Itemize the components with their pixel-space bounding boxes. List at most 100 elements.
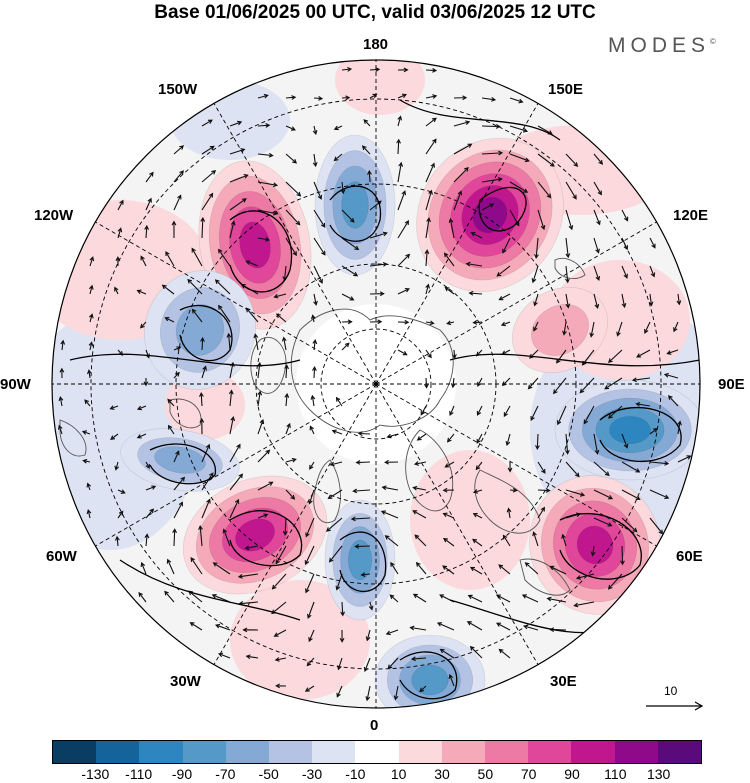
wind-vector (138, 591, 147, 603)
wind-vector (535, 433, 540, 451)
meridian-line (375, 383, 663, 550)
wind-vector (593, 209, 601, 226)
lon-label-30e: 30E (550, 673, 577, 690)
colorbar-tick-label: 110 (604, 766, 627, 782)
wind-vector (304, 545, 315, 566)
cell-neg-west-europe-contour (411, 664, 449, 696)
wind-vector (583, 405, 595, 425)
wind-vector (562, 321, 567, 336)
wind-vector (82, 458, 91, 464)
wind-vector (333, 125, 343, 131)
cell-pos-central-asia-contour (531, 304, 589, 356)
meridian-line (89, 218, 377, 385)
wind-vector (57, 424, 63, 435)
wind-vector (498, 564, 511, 575)
wind-vectors (57, 66, 692, 702)
wind-vector (593, 237, 600, 254)
lon-label-60e: 60E (676, 548, 703, 565)
wind-vector (226, 332, 232, 351)
wind-vector (275, 683, 287, 689)
map-title: Base 01/06/2025 00 UTC, valid 03/06/2025… (154, 2, 596, 23)
wind-vector (446, 320, 455, 326)
wind-vector (501, 377, 511, 387)
wind-vector (573, 601, 595, 608)
wind-vector (495, 622, 511, 631)
wind-vector (470, 231, 483, 239)
wind-vector (201, 170, 217, 183)
wind-vector (189, 622, 203, 631)
wind-vector (397, 161, 404, 183)
wind-vector (593, 489, 614, 500)
wind-vector (218, 304, 231, 323)
wind-vector (472, 538, 483, 547)
wind-vector (495, 594, 511, 603)
wind-vector (425, 162, 435, 183)
colorbar-tick-label: -30 (301, 766, 323, 782)
wind-vector (621, 293, 627, 309)
wind-vector (88, 313, 94, 323)
wind-vector (312, 125, 318, 136)
wind-vector (621, 517, 638, 533)
wind-vector (423, 377, 429, 389)
wind-vector (143, 377, 149, 387)
wind-vector (245, 307, 259, 323)
wind-vector (140, 561, 147, 575)
wind-vector (649, 489, 670, 499)
wind-vector (367, 169, 372, 183)
wind-vector (201, 365, 207, 379)
wind-vector (531, 265, 539, 284)
cell-neg-hudson-contour (154, 446, 206, 474)
wind-vector (503, 405, 511, 418)
wind-vector (365, 685, 371, 702)
wind-vector (593, 517, 613, 527)
meridian-line (375, 383, 542, 671)
wind-vector (593, 153, 604, 165)
wind-vector (313, 181, 323, 200)
wind-vector (200, 216, 206, 239)
wind-vector (477, 377, 483, 387)
wind-vector (88, 341, 94, 351)
wind-vector (117, 199, 124, 211)
wind-vector (136, 433, 147, 439)
cell-pos-alaska-west-contour (239, 221, 271, 269)
wind-vector (476, 405, 483, 416)
wind-vector (424, 249, 430, 267)
wind-vector (384, 459, 399, 465)
wind-vector (397, 67, 409, 73)
wind-vector (285, 153, 298, 164)
wind-vector (413, 461, 427, 466)
wind-vector (636, 349, 651, 358)
wind-vector (191, 308, 203, 323)
wind-vector (649, 460, 670, 466)
wind-vector (444, 286, 455, 295)
wind-vector (469, 645, 483, 659)
wind-vector (397, 93, 408, 99)
wind-vector (341, 237, 360, 251)
anomaly-field (52, 60, 700, 708)
wind-vector (620, 545, 625, 566)
wind-vector (229, 443, 241, 463)
colorbar-tick-label: -110 (125, 766, 153, 782)
lon-label-90e: 90E (718, 376, 745, 393)
wind-vector (436, 622, 455, 631)
wind-vector (649, 265, 656, 278)
wind-vector (476, 433, 483, 444)
wind-vector (313, 95, 324, 101)
wind-vector (481, 97, 497, 102)
wind-vector (607, 405, 623, 419)
wind-vector (502, 534, 511, 547)
wind-vector (509, 97, 524, 104)
wind-vector (313, 237, 326, 256)
wind-vector (384, 535, 399, 547)
wind-vector (257, 237, 271, 242)
wind-vector (385, 629, 399, 636)
wind-vector (644, 321, 651, 334)
wind-vector (190, 557, 203, 575)
wind-vector (537, 209, 546, 231)
brand-logo: MODES© (608, 34, 716, 58)
wind-vector (509, 181, 529, 193)
coastlines (59, 257, 586, 596)
wind-vector (565, 153, 579, 167)
wind-vector (285, 209, 301, 226)
wind-vector (222, 528, 231, 547)
